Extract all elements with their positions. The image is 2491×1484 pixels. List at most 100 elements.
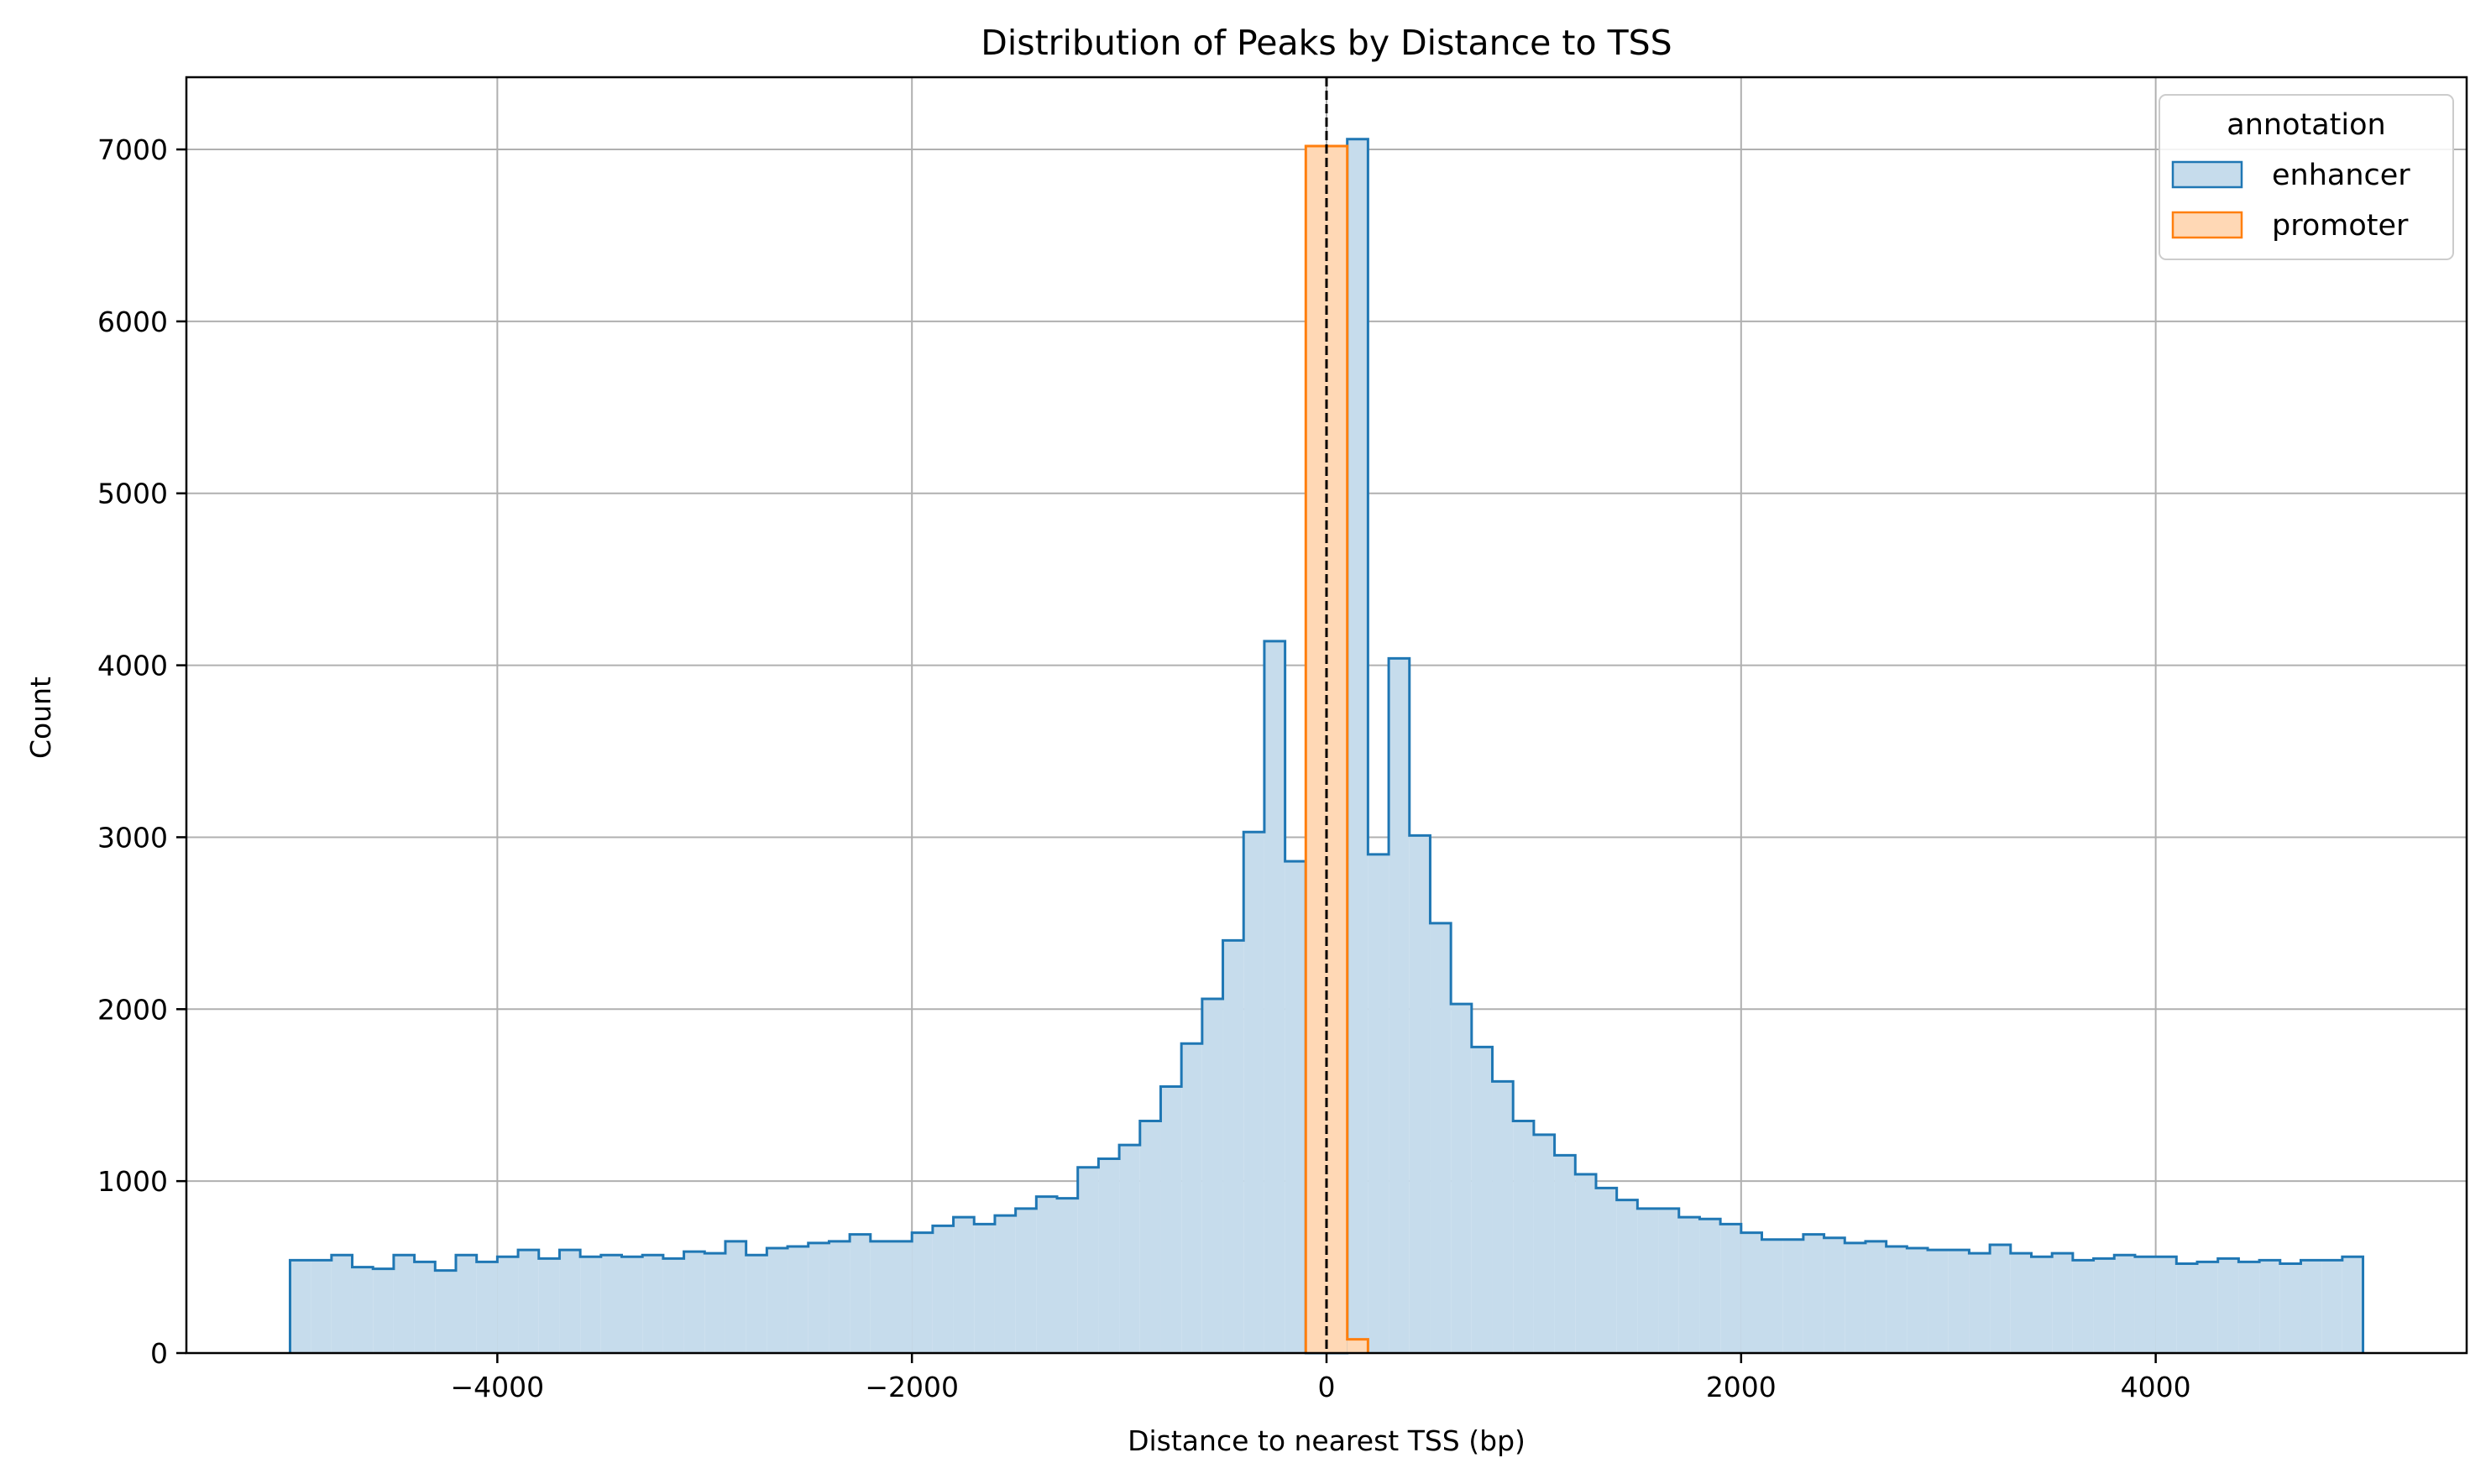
bar-enhancer: [1554, 1155, 1576, 1353]
bar-enhancer: [2259, 1260, 2280, 1353]
bar-enhancer: [1181, 1043, 1202, 1353]
bar-enhancer: [2093, 1258, 2115, 1353]
bar-enhancer: [1969, 1253, 1991, 1353]
bar-enhancer: [1907, 1248, 1928, 1353]
bar-enhancer: [1948, 1250, 1970, 1353]
bar-enhancer: [994, 1215, 1016, 1353]
bar-enhancer: [2031, 1257, 2053, 1353]
bar-enhancer: [1119, 1145, 1140, 1353]
bar-enhancer: [2114, 1255, 2135, 1353]
outline-promoter: [1304, 144, 1369, 1353]
bar-enhancer: [2176, 1263, 2198, 1353]
legend-swatch-promoter: [2171, 211, 2243, 239]
bar-enhancer: [1451, 1004, 1472, 1353]
bar-enhancer: [1928, 1250, 1949, 1353]
bar-enhancer: [1139, 1121, 1161, 1353]
bar-enhancer: [1699, 1219, 1721, 1353]
bar-enhancer: [1389, 658, 1410, 1353]
bar-enhancer: [1533, 1134, 1555, 1353]
bar-enhancer: [1595, 1188, 1617, 1353]
bar-enhancer: [414, 1262, 436, 1353]
bar-enhancer: [746, 1255, 767, 1353]
bar-enhancer: [1264, 640, 1285, 1353]
bar-enhancer: [2197, 1262, 2218, 1353]
bar-enhancer: [1160, 1086, 1182, 1353]
y-tick-label: 3000: [97, 821, 168, 854]
bar-enhancer: [559, 1250, 581, 1353]
y-tick-label: 7000: [97, 133, 168, 166]
legend-swatch-enhancer: [2171, 160, 2243, 189]
bar-enhancer: [1845, 1242, 1866, 1353]
bar-enhancer: [2155, 1257, 2177, 1353]
bar-enhancer: [1761, 1239, 1783, 1353]
chart-title: Distribution of Peaks by Distance to TSS: [981, 23, 1672, 63]
bar-enhancer: [1824, 1237, 1845, 1353]
bar-enhancer: [953, 1217, 975, 1353]
bar-enhancer: [311, 1260, 332, 1353]
x-axis-label: Distance to nearest TSS (bp): [1128, 1424, 1525, 1457]
bar-enhancer: [662, 1258, 684, 1353]
bar-enhancer: [1015, 1208, 1037, 1353]
bar-enhancer: [1886, 1246, 1907, 1353]
x-tick-label: 2000: [1706, 1371, 1777, 1403]
bar-enhancer: [2300, 1260, 2322, 1353]
bar-enhancer: [1077, 1167, 1099, 1353]
x-tick-label: 0: [1318, 1371, 1336, 1403]
bar-enhancer: [829, 1241, 850, 1353]
histogram-bars: [288, 138, 2365, 1355]
bar-enhancer: [725, 1241, 746, 1353]
bar-enhancer: [1492, 1081, 1514, 1353]
bar-enhancer: [2010, 1253, 2032, 1353]
bar-enhancer: [1740, 1232, 1762, 1353]
y-axis-ticks: 0 1000 2000 3000 4000 5000 6000 7000: [97, 133, 186, 1370]
y-tick-label: 1000: [97, 1165, 168, 1198]
bar-enhancer: [621, 1257, 643, 1353]
bar-enhancer: [974, 1224, 995, 1353]
bar-enhancer: [1803, 1234, 1824, 1353]
bar-enhancer: [1368, 854, 1389, 1353]
legend-title: annotation: [2227, 108, 2385, 142]
bar-enhancer: [1098, 1158, 1120, 1353]
y-tick-label: 6000: [97, 306, 168, 338]
bar-enhancer: [2134, 1257, 2156, 1353]
y-tick-label: 5000: [97, 478, 168, 510]
bar-enhancer: [932, 1225, 954, 1353]
bar-enhancer: [1471, 1047, 1493, 1353]
bar-enhancer: [1720, 1224, 1741, 1353]
bar-enhancer: [290, 1260, 311, 1353]
bar-enhancer: [1865, 1241, 1887, 1353]
bar-enhancer: [2342, 1257, 2363, 1353]
y-tick-label: 4000: [97, 650, 168, 682]
bar-enhancer: [704, 1253, 725, 1353]
bar-enhancer: [788, 1246, 809, 1353]
bar-promoter: [1347, 1339, 1368, 1353]
bar-enhancer: [1513, 1121, 1534, 1353]
bar-enhancer: [1637, 1208, 1659, 1353]
bar-enhancer: [2279, 1263, 2301, 1353]
bar-enhancer: [1575, 1173, 1596, 1353]
bar-enhancer: [476, 1262, 498, 1353]
bar-enhancer: [538, 1258, 560, 1353]
bar-promoter: [1327, 145, 1348, 1354]
bar-enhancer: [642, 1255, 663, 1353]
legend-label-enhancer: enhancer: [2272, 159, 2410, 192]
bar-enhancer: [435, 1270, 456, 1353]
y-axis-label: Count: [24, 677, 57, 759]
y-tick-label: 2000: [97, 993, 168, 1026]
x-tick-label: −4000: [451, 1371, 545, 1403]
bar-enhancer: [1285, 861, 1306, 1353]
bar-enhancer: [497, 1257, 519, 1353]
bar-promoter: [1306, 145, 1327, 1354]
bar-enhancer: [393, 1255, 415, 1353]
bar-enhancer: [891, 1241, 913, 1353]
y-tick-label: 0: [150, 1337, 168, 1370]
bar-enhancer: [352, 1267, 374, 1353]
bar-enhancer: [600, 1255, 622, 1353]
bar-enhancer: [373, 1268, 394, 1353]
bar-enhancer: [1782, 1239, 1803, 1353]
bar-enhancer: [1990, 1244, 2011, 1353]
bar-enhancer: [767, 1248, 788, 1353]
legend-label-promoter: promoter: [2272, 209, 2409, 243]
bar-enhancer: [2052, 1253, 2073, 1353]
